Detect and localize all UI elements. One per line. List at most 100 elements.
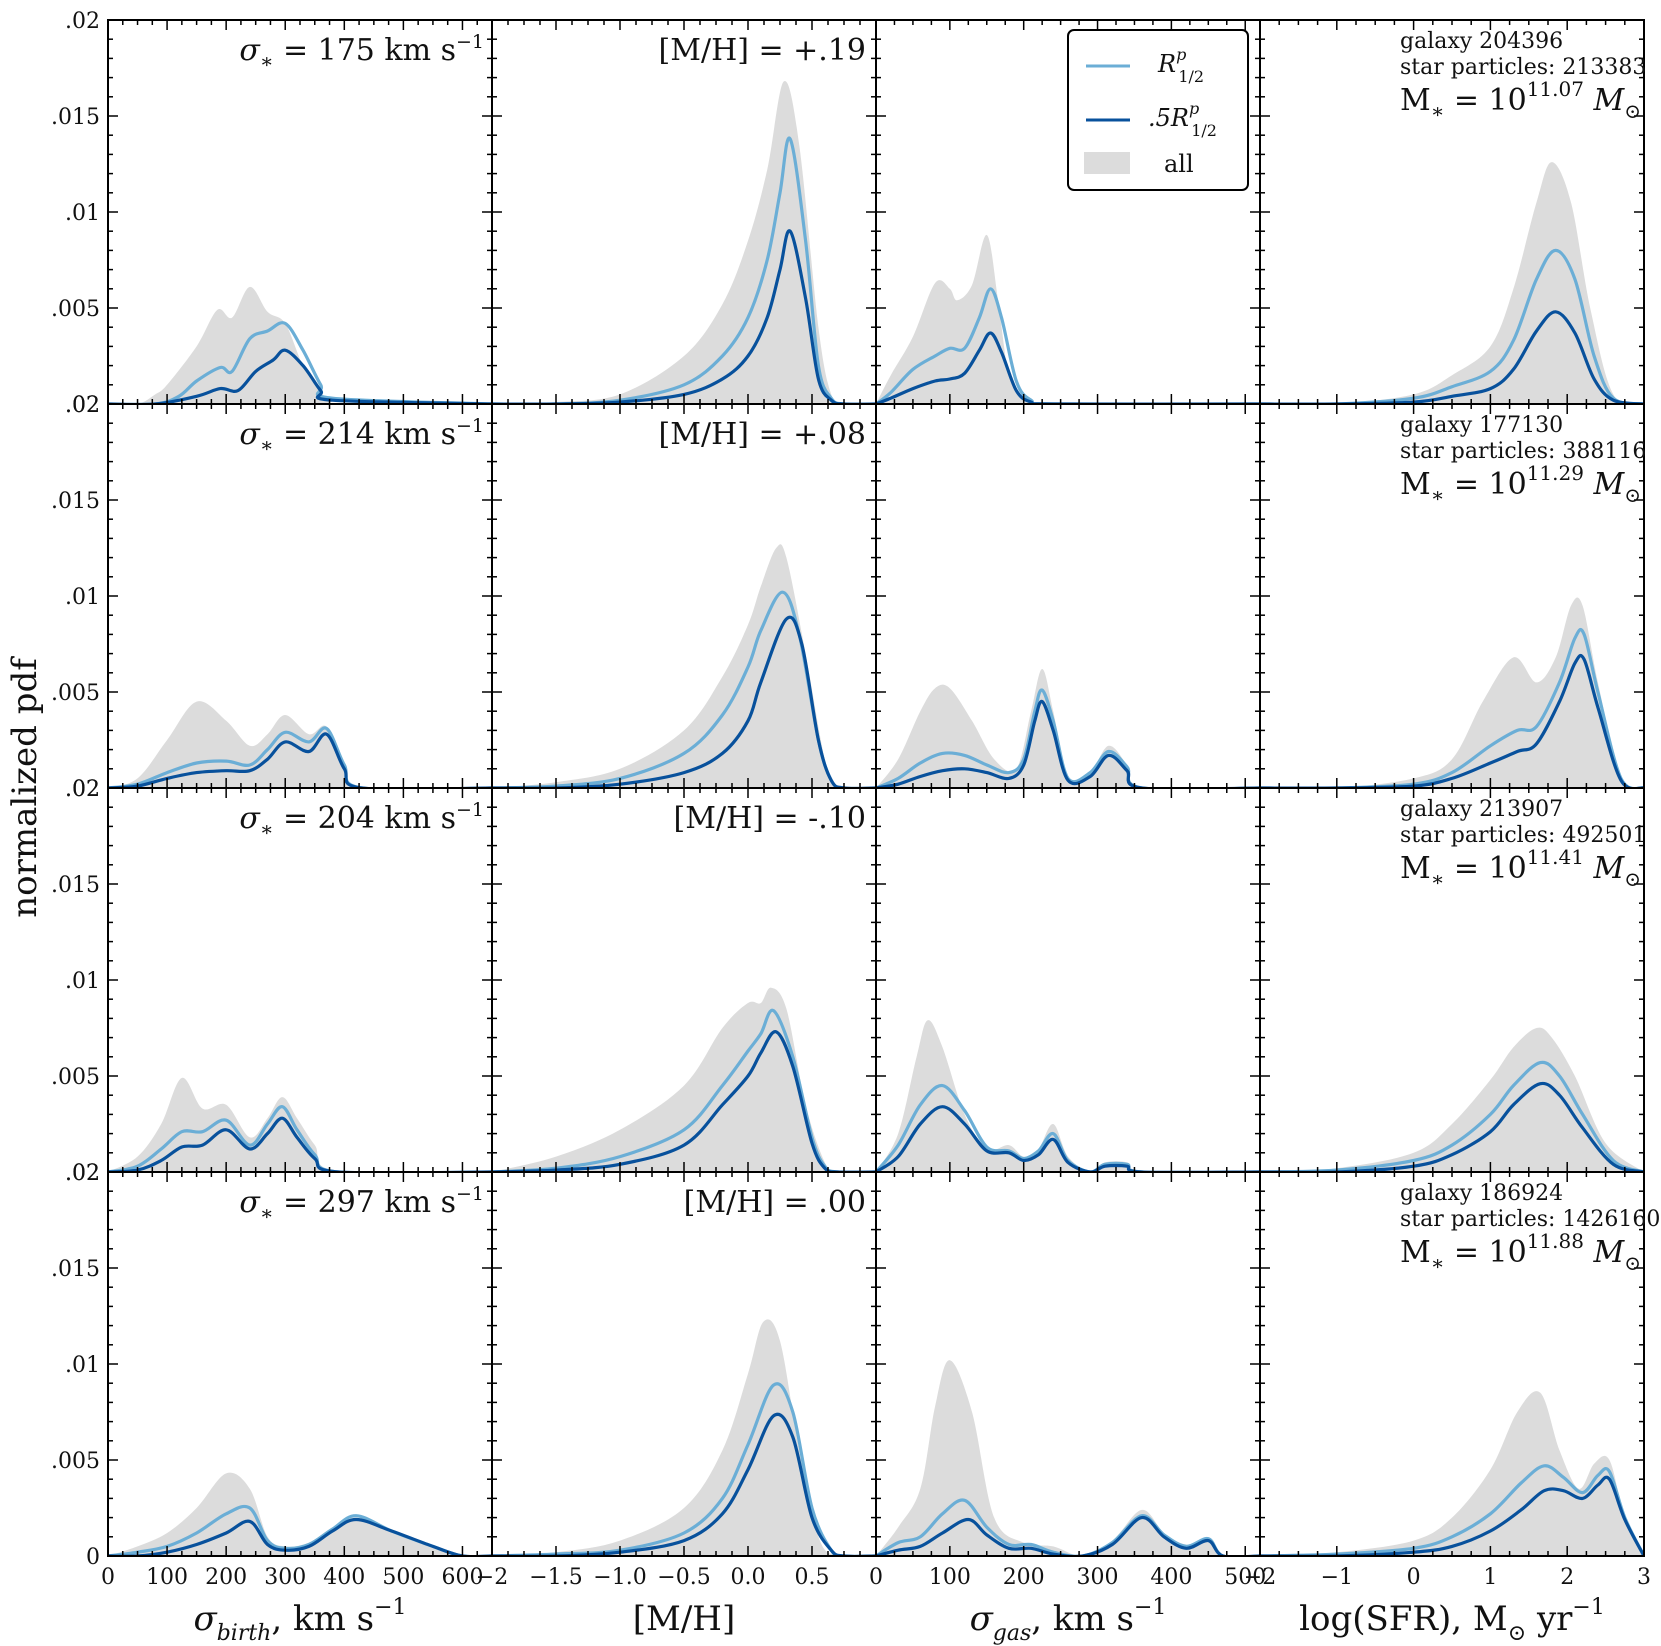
x-tick-label: 600 [441,1565,483,1590]
x-tick-label: −1.0 [593,1565,646,1590]
y-tick-label: .005 [51,297,100,322]
panel-r1-c1 [491,403,877,789]
y-tick-label: .01 [65,585,100,610]
legend-label-all: all [1164,150,1194,178]
x-tick-label: 0 [1407,1565,1421,1590]
x-axis-label-mh: [M/H] [633,1599,735,1639]
x-tick-label: 300 [1077,1565,1119,1590]
panel-r0-c0 [107,19,493,405]
area-all [876,1020,1260,1172]
sigma-star-label: σ∗ = 214 km s−1 [239,415,484,457]
line-half-r-half [1260,653,1644,788]
star-particles: star particles: 1426160 [1400,1207,1660,1232]
x-tick-label: 400 [1150,1565,1192,1590]
area-all [876,234,1260,404]
x-tick-label: 2 [1560,1565,1574,1590]
x-tick-label: 0 [869,1565,883,1590]
y-tick-label: .015 [51,873,100,898]
line-r-half [1260,1464,1644,1556]
area-all [1260,1027,1644,1172]
panel-r0-c1 [491,19,877,405]
y-tick-label: .02 [65,393,100,418]
legend-label-half-r-half: .5Rp 1/2 [1148,99,1217,140]
star-particles: star particles: 492501 [1400,823,1646,848]
star-particles: star particles: 213383 [1400,55,1646,80]
panel-r2-c1 [491,787,877,1173]
legend-label-r-half: Rp 1/2 [1157,45,1204,86]
x-tick-label: 400 [323,1565,365,1590]
line-r-half [1260,248,1644,404]
line-half-r-half [492,1030,876,1172]
metallicity-label: [M/H] = -.10 [674,801,866,836]
y-tick-label: .015 [51,1257,100,1282]
x-tick-label: 3 [1637,1565,1651,1590]
area-all [108,1472,492,1556]
x-tick-label: −2 [476,1565,508,1590]
x-tick-label: 200 [205,1565,247,1590]
panel-r3-c2 [875,1171,1261,1557]
line-half-r-half [1260,310,1644,404]
metallicity-label: [M/H] = .00 [684,1185,866,1220]
area-all [1260,1391,1644,1556]
panel-r1-c2 [875,403,1261,789]
area-all [492,1319,876,1556]
stellar-mass: M∗ = 1011.07 M⊙ [1400,77,1641,123]
line-half-r-half [876,1105,1260,1172]
panel-r3-c3 [1259,1171,1645,1557]
area-all [1260,162,1644,404]
x-axis-label-sfr: log(SFR), M⊙ yr−1 [1299,1595,1605,1646]
line-half-r-half [1260,1475,1644,1556]
star-particles: star particles: 388116 [1400,439,1646,464]
y-tick-label: .01 [65,969,100,994]
line-half-r-half [108,348,492,404]
y-tick-label: .02 [65,393,100,418]
y-tick-label: .02 [65,777,100,802]
panel-r3-c1 [491,1171,877,1557]
x-tick-label: 500 [382,1565,424,1590]
x-tick-label: −0.5 [657,1565,710,1590]
y-tick-label: .02 [65,1161,100,1186]
line-half-r-half [1260,1081,1644,1172]
sigma-star-label: σ∗ = 204 km s−1 [239,799,484,841]
line-half-r-half [492,1412,876,1556]
galaxy-id: galaxy 204396 [1400,29,1563,54]
y-tick-label: .01 [65,1353,100,1378]
area-all [876,1360,1260,1556]
y-tick-label: 0 [86,1545,100,1570]
area-all [1260,597,1644,788]
panel-frame [491,1171,877,1557]
panel-r3-c0 [107,1171,493,1557]
y-tick-label: .005 [51,1449,100,1474]
x-tick-label: 100 [929,1565,971,1590]
x-tick-label: 100 [146,1565,188,1590]
line-r-half [108,321,492,404]
metallicity-label: [M/H] = +.19 [659,33,866,68]
panel-r2-c2 [875,787,1261,1173]
line-half-r-half [876,699,1260,788]
sigma-star-label: σ∗ = 297 km s−1 [239,1183,484,1225]
x-tick-label: 0 [101,1565,115,1590]
line-r-half [492,136,876,404]
y-tick-label: .015 [51,489,100,514]
legend: Rp 1/2 .5Rp 1/2 all [1067,29,1249,191]
line-r-half [876,688,1260,788]
x-tick-label: 0.0 [731,1565,766,1590]
area-all [492,81,876,404]
x-tick-label: 1 [1483,1565,1497,1590]
y-tick-label: .02 [65,9,100,34]
y-tick-label: .015 [51,105,100,130]
galaxy-id: galaxy 213907 [1400,797,1563,822]
y-tick-label: .005 [51,1065,100,1090]
panel-grid: .02.015.01.005.02.02.015.01.005.02.02.01… [51,9,1651,1590]
panel-frame [107,1171,493,1557]
panel-r1-c0 [107,403,493,789]
stellar-mass: M∗ = 1011.88 M⊙ [1400,1229,1641,1275]
x-tick-label: −2 [1244,1565,1276,1590]
metallicity-label: [M/H] = +.08 [659,417,866,452]
line-r-half [1260,627,1644,788]
y-tick-label: .02 [65,1161,100,1186]
x-tick-label: 300 [264,1565,306,1590]
y-tick-label: .01 [65,201,100,226]
area-all [492,544,876,788]
